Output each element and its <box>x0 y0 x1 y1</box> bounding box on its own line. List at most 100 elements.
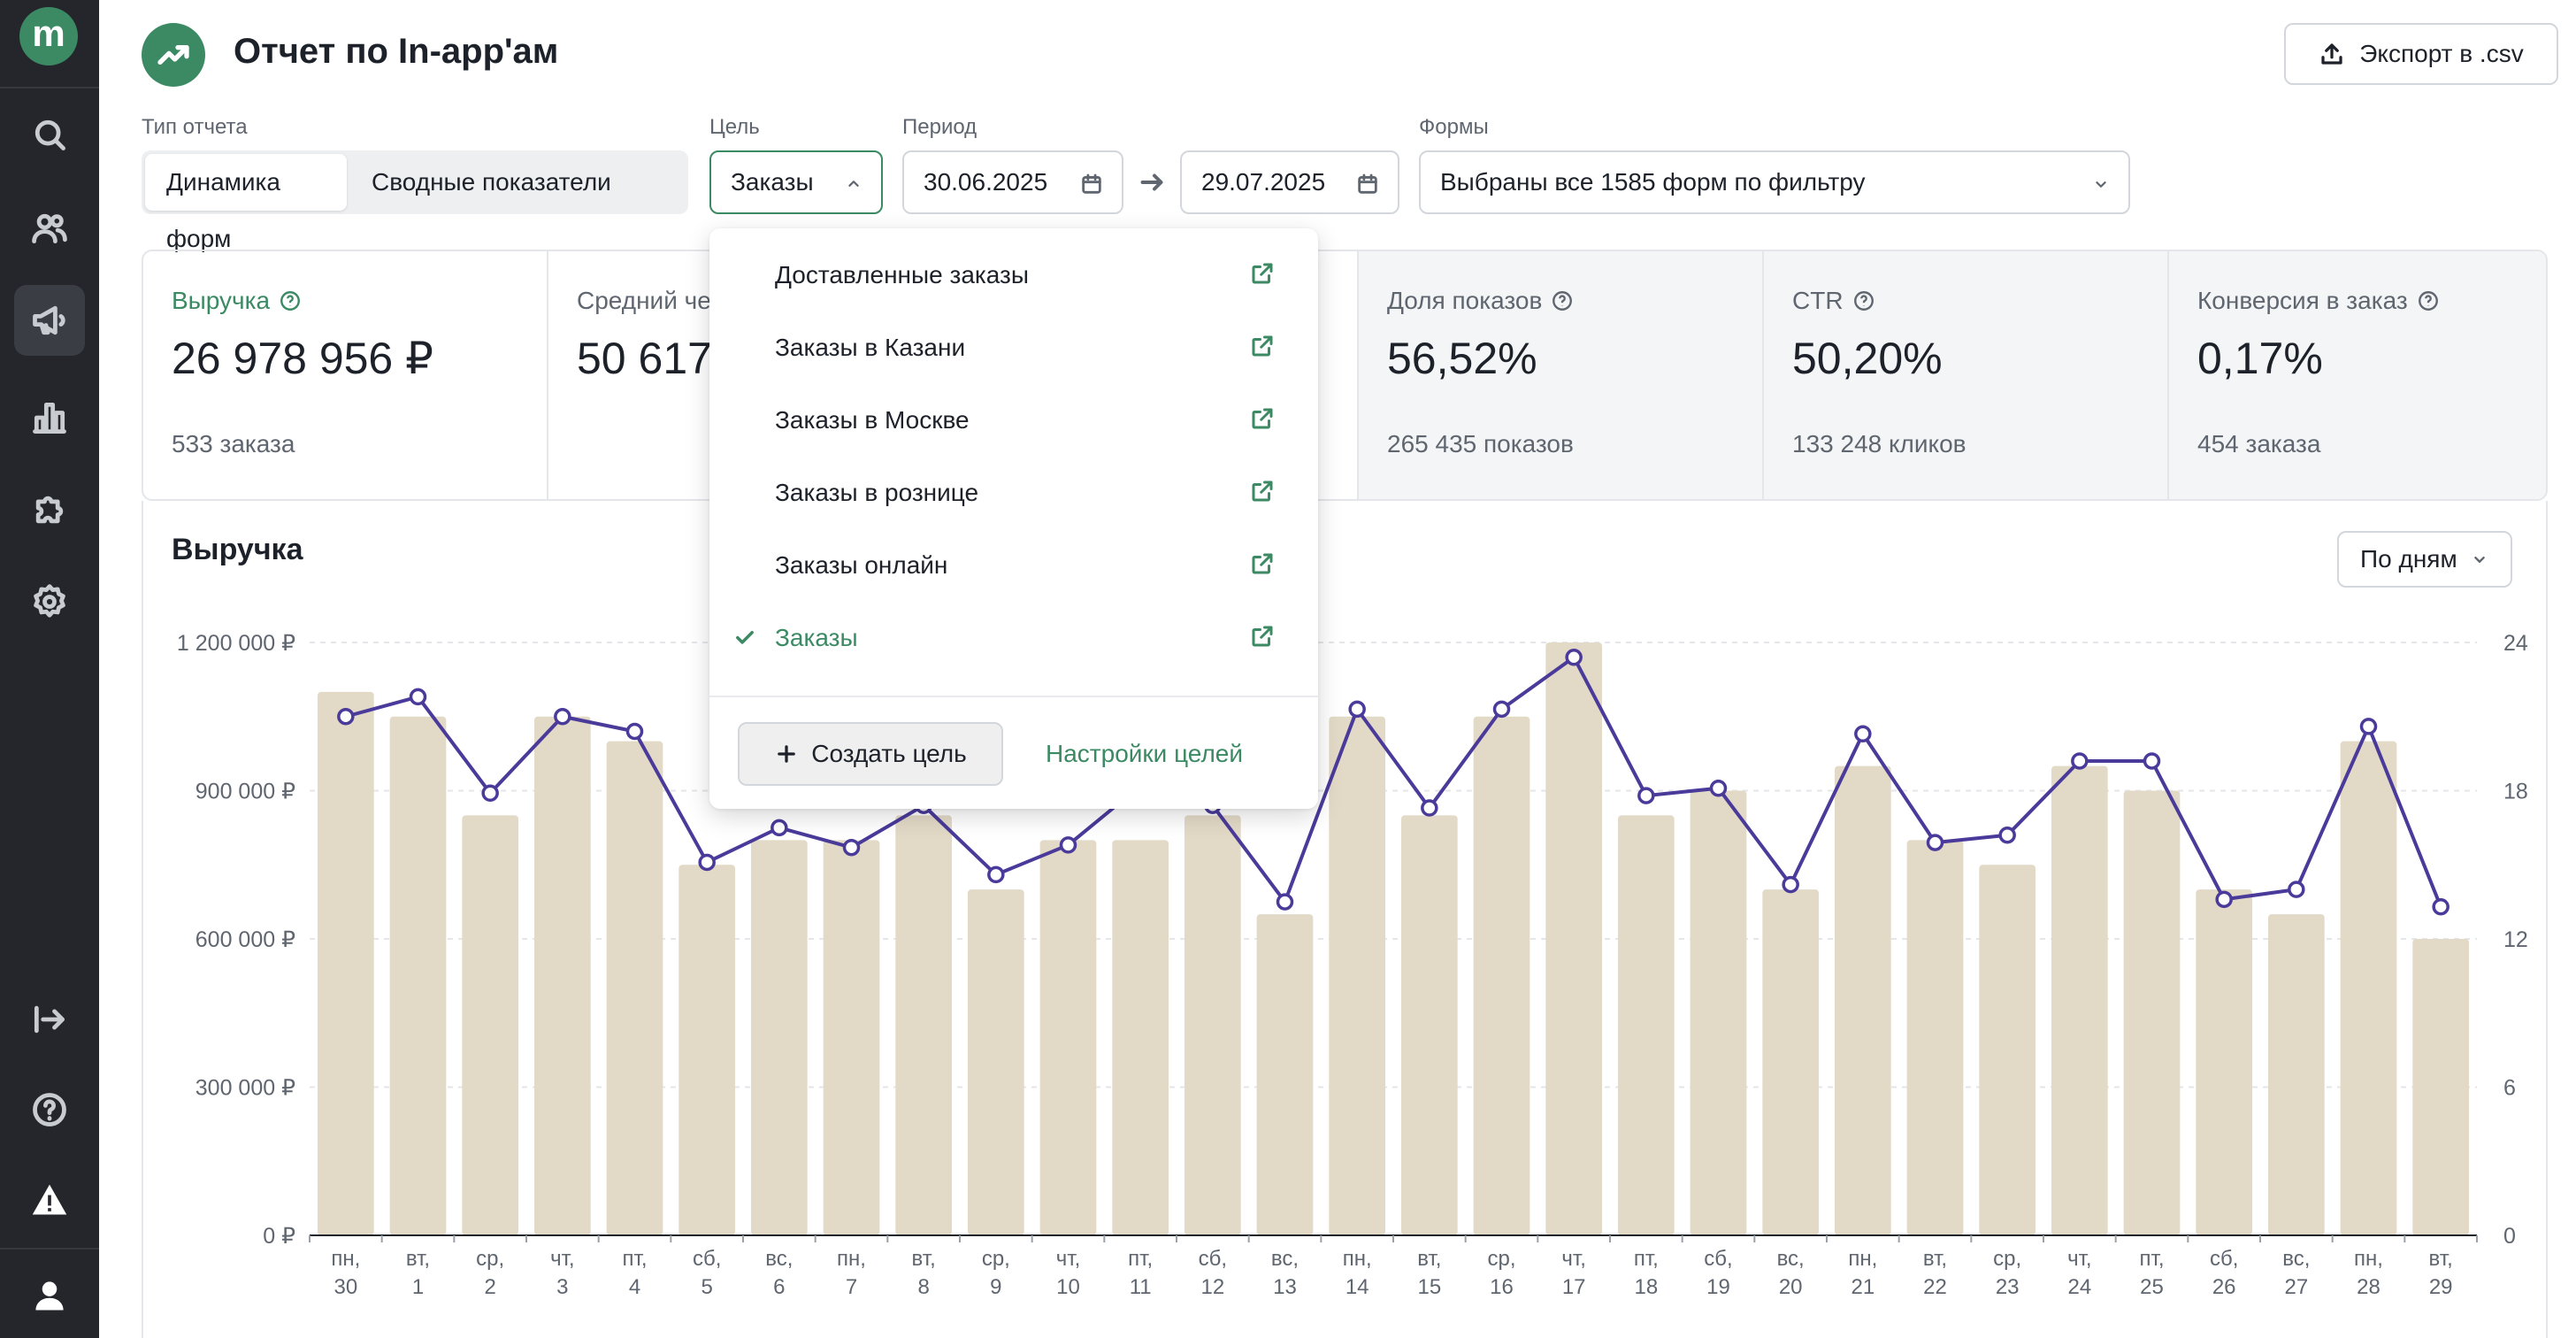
revenue-bar <box>533 716 591 1235</box>
forms-select[interactable]: Выбраны все 1585 форм по фильтру <box>1419 150 2130 214</box>
kpi-ctr-title: CTR <box>1792 287 1875 315</box>
x-tick-label-weekday: вс, <box>1271 1247 1299 1271</box>
external-link-icon[interactable] <box>1249 333 1276 364</box>
revenue-bar <box>1834 765 1891 1235</box>
x-tick-label-day: 14 <box>1346 1275 1369 1299</box>
x-tick-label-weekday: ср, <box>476 1247 504 1271</box>
x-tick-label-weekday: сб, <box>693 1247 721 1271</box>
external-link-icon[interactable] <box>1249 623 1276 654</box>
x-tick-label-weekday: сб, <box>1704 1247 1732 1271</box>
revenue-bar <box>895 815 953 1235</box>
orders-line <box>345 655 2443 908</box>
revenue-bar <box>2051 765 2108 1235</box>
orders-point <box>481 784 499 803</box>
report-type-option-dynamics[interactable]: Динамика форм <box>145 154 347 252</box>
goal-option[interactable]: Заказы в Москве <box>709 384 1318 457</box>
sidebar-item-integrations[interactable] <box>14 474 85 545</box>
kpi-hidden[interactable] <box>954 251 1359 499</box>
x-tick-label-weekday: пн, <box>331 1247 360 1271</box>
sidebar-help-button[interactable] <box>14 1074 85 1145</box>
sidebar-profile-button[interactable] <box>14 1260 85 1331</box>
revenue-bar <box>1690 790 1747 1235</box>
sidebar-item-campaigns[interactable] <box>14 285 85 356</box>
revenue-bar <box>2196 889 2253 1235</box>
goal-option[interactable]: Заказы онлайн <box>709 529 1318 602</box>
y-left-tick-label: 300 000 ₽ <box>196 1076 295 1101</box>
report-type-label: Тип отчета <box>142 115 248 139</box>
sidebar-item-audience[interactable] <box>14 193 85 264</box>
revenue-bar <box>1545 642 1603 1235</box>
revenue-bar <box>1039 840 1097 1235</box>
create-goal-button[interactable]: Создать цель <box>738 722 1003 786</box>
x-tick-label-weekday: вс, <box>2282 1247 2310 1271</box>
x-tick-label-day: 5 <box>701 1275 712 1299</box>
report-type-option-summary[interactable]: Сводные показатели <box>372 168 611 196</box>
x-tick-label-weekday: пт, <box>1634 1247 1659 1271</box>
goal-option-label: Заказы <box>775 624 858 651</box>
kpi-ctr[interactable]: CTR 50,20% 133 248 кликов <box>1764 251 2169 499</box>
x-tick-label-day: 29 <box>2429 1275 2453 1299</box>
granularity-select[interactable]: По дням <box>2337 531 2512 588</box>
kpi-conversion-title: Конверсия в заказ <box>2197 287 2440 315</box>
y-right-tick-label: 12 <box>2503 927 2528 952</box>
upload-icon <box>2321 43 2342 65</box>
goal-option[interactable]: Заказы в Казани <box>709 311 1318 384</box>
sidebar-item-analytics[interactable] <box>14 382 85 453</box>
goal-option-label: Заказы в Казани <box>775 334 966 361</box>
calendar-icon <box>1355 172 1380 203</box>
kpi-ctr-value: 50,20% <box>1792 334 1943 383</box>
orders-point <box>1348 700 1366 719</box>
period-to-input[interactable]: 29.07.2025 <box>1180 150 1399 214</box>
external-link-icon[interactable] <box>1249 478 1276 509</box>
y-left-tick-label: 900 000 ₽ <box>196 780 295 804</box>
goal-settings-link[interactable]: Настройки целей <box>1046 740 1243 767</box>
revenue-bar <box>1184 815 1241 1235</box>
kpi-avg-check-value: 50 617 <box>577 334 712 383</box>
kpi-revenue[interactable]: Выручка 26 978 956 ₽ 533 заказа <box>143 251 548 499</box>
check-icon <box>732 625 757 654</box>
x-tick-label-weekday: чт, <box>1056 1247 1081 1271</box>
external-link-icon[interactable] <box>1249 405 1276 436</box>
period-label: Период <box>902 115 978 139</box>
goal-select[interactable]: Заказы <box>709 150 883 214</box>
x-tick-label-weekday: пн, <box>1343 1247 1372 1271</box>
kpi-impressions-share-title: Доля показов <box>1387 287 1574 315</box>
period-to-value: 29.07.2025 <box>1201 168 1326 196</box>
export-csv-button[interactable]: Экспорт в .csv <box>2284 23 2558 85</box>
sidebar-collapse-button[interactable] <box>14 984 85 1055</box>
sidebar-alerts-button[interactable] <box>14 1165 85 1235</box>
revenue-bar <box>1762 889 1820 1235</box>
puzzle-icon <box>35 496 64 524</box>
kpi-revenue-value: 26 978 956 ₽ <box>172 334 433 383</box>
users-icon <box>32 213 67 244</box>
goal-option[interactable]: Заказы <box>709 602 1318 674</box>
goal-option-label: Доставленные заказы <box>775 261 1029 288</box>
chevron-down-icon <box>2091 172 2111 200</box>
period-from-input[interactable]: 30.06.2025 <box>902 150 1123 214</box>
orders-point <box>409 688 427 706</box>
x-tick-label-weekday: пт, <box>1128 1247 1153 1271</box>
x-tick-label-day: 30 <box>334 1275 357 1299</box>
app-logo[interactable]: m <box>19 7 78 65</box>
goal-option[interactable]: Доставленные заказы <box>709 239 1318 311</box>
orders-point <box>1492 700 1511 719</box>
x-tick-label-day: 4 <box>629 1275 640 1299</box>
goal-option-label: Заказы онлайн <box>775 551 948 579</box>
orders-point <box>2215 890 2233 909</box>
kpi-conversion[interactable]: Конверсия в заказ 0,17% 454 заказа <box>2169 251 2546 499</box>
revenue-bar <box>750 840 808 1235</box>
external-link-icon[interactable] <box>1249 260 1276 291</box>
trending-up-icon <box>157 45 189 65</box>
sidebar-item-search[interactable] <box>14 99 85 170</box>
kpi-revenue-sub: 533 заказа <box>172 430 295 458</box>
x-tick-label-day: 20 <box>1779 1275 1803 1299</box>
revenue-bar <box>823 840 880 1235</box>
kpi-impressions-share[interactable]: Доля показов 56,52% 265 435 показов <box>1359 251 1764 499</box>
goal-option[interactable]: Заказы в рознице <box>709 457 1318 529</box>
sidebar-item-settings[interactable] <box>14 566 85 637</box>
external-link-icon[interactable] <box>1249 550 1276 581</box>
revenue-bar <box>1400 815 1458 1235</box>
revenue-bar <box>1906 840 1964 1235</box>
x-tick-label-day: 12 <box>1200 1275 1224 1299</box>
orders-point <box>2288 880 2305 898</box>
